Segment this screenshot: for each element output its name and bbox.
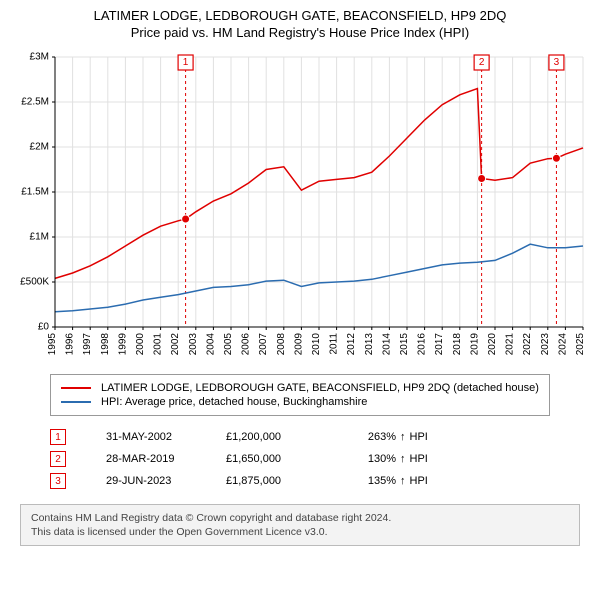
title-main: LATIMER LODGE, LEDBOROUGH GATE, BEACONSF… [8, 8, 592, 23]
svg-text:1999: 1999 [117, 333, 128, 356]
footer-attribution: Contains HM Land Registry data © Crown c… [20, 504, 580, 546]
sale-price: £1,200,000 [226, 431, 336, 443]
title-sub: Price paid vs. HM Land Registry's House … [8, 25, 592, 40]
svg-text:2021: 2021 [505, 333, 516, 356]
legend-item: HPI: Average price, detached house, Buck… [61, 395, 539, 409]
sale-hpi-label: HPI [410, 453, 428, 465]
svg-text:£1M: £1M [30, 232, 49, 243]
svg-text:2010: 2010 [311, 333, 322, 356]
sale-date: 29-JUN-2023 [106, 475, 226, 487]
chart-area: 1 2 3 £0 £500K £1M £1.5M £2M £2.5M £3M 1995 1996 199… [8, 46, 592, 366]
svg-text:2019: 2019 [469, 333, 480, 356]
svg-text:2013: 2013 [364, 333, 375, 356]
title-block: LATIMER LODGE, LEDBOROUGH GATE, BEACONSF… [8, 8, 592, 40]
svg-text:2015: 2015 [399, 333, 410, 356]
footer-line: Contains HM Land Registry data © Crown c… [31, 511, 569, 525]
svg-text:2: 2 [479, 57, 485, 68]
sale-marker-box: 1 [50, 429, 66, 445]
footer-line: This data is licensed under the Open Gov… [31, 525, 569, 539]
svg-text:2016: 2016 [417, 333, 428, 356]
svg-text:2020: 2020 [487, 333, 498, 356]
svg-text:2003: 2003 [188, 333, 199, 356]
legend-swatch [61, 387, 91, 389]
up-arrow-icon: ↑ [396, 475, 410, 487]
sale-marker-box: 3 [50, 473, 66, 489]
svg-text:£500K: £500K [20, 277, 49, 288]
svg-text:2025: 2025 [575, 333, 586, 356]
sale-pct: 135% [336, 475, 396, 487]
legend-item: LATIMER LODGE, LEDBOROUGH GATE, BEACONSF… [61, 381, 539, 395]
svg-text:1995: 1995 [47, 333, 58, 356]
svg-text:1: 1 [183, 57, 189, 68]
svg-text:1997: 1997 [82, 333, 93, 356]
svg-text:2024: 2024 [557, 333, 568, 356]
legend-label: LATIMER LODGE, LEDBOROUGH GATE, BEACONSF… [101, 382, 539, 394]
up-arrow-icon: ↑ [396, 431, 410, 443]
svg-text:2017: 2017 [434, 333, 445, 356]
legend: LATIMER LODGE, LEDBOROUGH GATE, BEACONSF… [50, 374, 550, 416]
svg-text:2007: 2007 [258, 333, 269, 356]
svg-text:2006: 2006 [241, 333, 252, 356]
svg-text:2008: 2008 [276, 333, 287, 356]
svg-text:£1.5M: £1.5M [21, 187, 49, 198]
svg-text:2000: 2000 [135, 333, 146, 356]
sale-price: £1,650,000 [226, 453, 336, 465]
svg-text:2023: 2023 [540, 333, 551, 356]
svg-text:2009: 2009 [293, 333, 304, 356]
svg-text:1996: 1996 [65, 333, 76, 356]
sale-price: £1,875,000 [226, 475, 336, 487]
svg-text:2005: 2005 [223, 333, 234, 356]
svg-text:1998: 1998 [100, 333, 111, 356]
svg-text:2022: 2022 [522, 333, 533, 356]
sales-table: 1 31-MAY-2002 £1,200,000 263% ↑ HPI 2 28… [50, 426, 550, 492]
sale-hpi-label: HPI [410, 475, 428, 487]
svg-text:£2M: £2M [30, 142, 49, 153]
svg-text:2012: 2012 [346, 333, 357, 356]
svg-text:2018: 2018 [452, 333, 463, 356]
up-arrow-icon: ↑ [396, 453, 410, 465]
sale-pct: 263% [336, 431, 396, 443]
svg-text:2011: 2011 [329, 333, 340, 355]
sale-hpi-label: HPI [410, 431, 428, 443]
sales-row: 2 28-MAR-2019 £1,650,000 130% ↑ HPI [50, 448, 550, 470]
svg-text:2014: 2014 [381, 333, 392, 356]
svg-text:3: 3 [554, 57, 560, 68]
sales-row: 1 31-MAY-2002 £1,200,000 263% ↑ HPI [50, 426, 550, 448]
svg-text:2004: 2004 [205, 333, 216, 356]
legend-label: HPI: Average price, detached house, Buck… [101, 396, 367, 408]
sale-marker-box: 2 [50, 451, 66, 467]
sale-date: 31-MAY-2002 [106, 431, 226, 443]
sale-pct: 130% [336, 453, 396, 465]
svg-text:2001: 2001 [153, 333, 164, 356]
svg-text:£3M: £3M [30, 52, 49, 63]
chart-container: LATIMER LODGE, LEDBOROUGH GATE, BEACONSF… [0, 0, 600, 554]
sales-row: 3 29-JUN-2023 £1,875,000 135% ↑ HPI [50, 470, 550, 492]
svg-text:£0: £0 [38, 322, 50, 333]
line-chart: 1 2 3 £0 £500K £1M £1.5M £2M £2.5M £3M 1995 1996 199… [9, 47, 593, 367]
svg-text:2002: 2002 [170, 333, 181, 356]
legend-swatch [61, 401, 91, 403]
svg-text:£2.5M: £2.5M [21, 97, 49, 108]
sale-date: 28-MAR-2019 [106, 453, 226, 465]
